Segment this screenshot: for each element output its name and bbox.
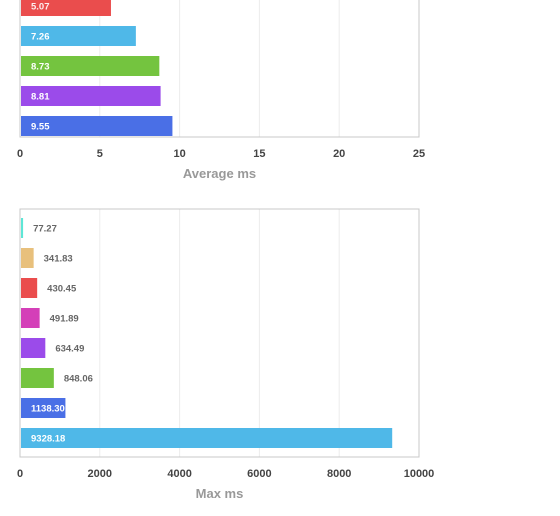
x-tick-label: 8000 <box>327 468 351 480</box>
plot-frame <box>19 208 420 458</box>
x-tick-label: 0 <box>17 468 23 480</box>
bar <box>21 26 136 46</box>
bar-value-label: 1138.30 <box>31 404 65 415</box>
x-tick-label: 10 <box>173 148 185 160</box>
bar-value-label: 9.55 <box>31 122 50 133</box>
x-tick-label: 4000 <box>167 468 191 480</box>
bar-value-label: 9328.18 <box>31 434 65 445</box>
x-tick-label: 0 <box>17 148 23 160</box>
average-ms-chart: 5.07 7.26 8.73 8.81 9.55 0 5 10 15 20 25 Average ms <box>17 0 425 181</box>
bar <box>21 278 38 298</box>
x-tick-label: 6000 <box>247 468 271 480</box>
bar-value-label: 634.49 <box>55 344 84 355</box>
bar-value-label: 341.83 <box>44 254 73 265</box>
bar-value-label: 77.27 <box>33 224 57 235</box>
bar <box>21 0 111 16</box>
bar <box>21 218 24 238</box>
bar <box>21 116 173 136</box>
bar <box>21 398 66 418</box>
x-tick-label: 15 <box>253 148 265 160</box>
bar <box>21 338 46 358</box>
bar-value-label: 5.07 <box>31 2 50 13</box>
bar-value-label: 848.06 <box>64 374 93 385</box>
bar <box>21 308 40 328</box>
bar <box>21 248 34 268</box>
x-tick-label: 25 <box>413 148 425 160</box>
x-tick-label: 10000 <box>404 468 435 480</box>
plot-frame <box>19 0 420 138</box>
bar-value-label: 491.89 <box>50 314 79 325</box>
bar-value-label: 8.73 <box>31 62 50 73</box>
bar-value-label: 8.81 <box>31 92 50 103</box>
bar-value-label: 7.26 <box>31 32 50 43</box>
x-tick-label: 2000 <box>88 468 112 480</box>
bar <box>21 368 54 388</box>
bar <box>21 56 160 76</box>
bar <box>21 86 161 106</box>
bar-value-label: 430.45 <box>47 284 77 295</box>
max-ms-chart: 77.27 341.83 430.45 491.89 634.49 848.06 1138.… <box>17 208 435 501</box>
x-tick-label: 5 <box>97 148 103 160</box>
x-tick-label: 20 <box>333 148 345 160</box>
x-axis-title: Average ms <box>183 166 256 181</box>
x-axis-title: Max ms <box>196 486 244 501</box>
bar <box>21 428 393 448</box>
